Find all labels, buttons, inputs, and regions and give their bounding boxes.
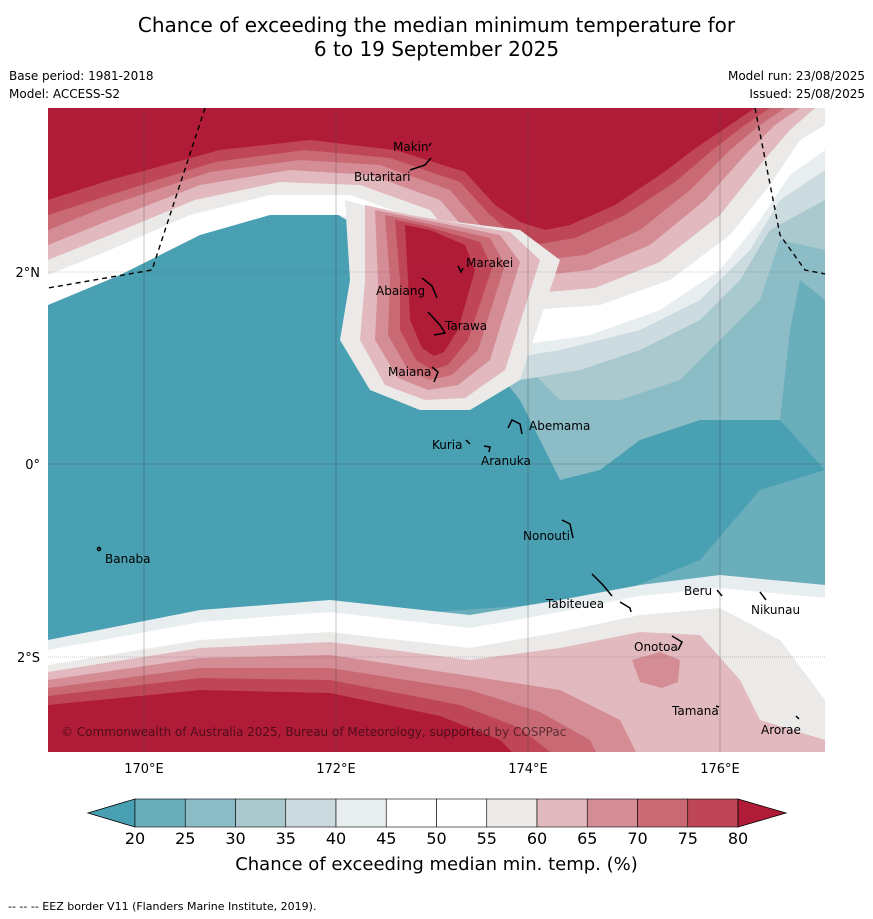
island-label-makin: Makin (393, 140, 429, 154)
lat-label-0: 0° (25, 458, 40, 473)
colorbar-swatch-40-45 (335, 798, 387, 828)
island-label-abaiang: Abaiang (376, 284, 425, 298)
colorbar-tick-label: 50 (426, 829, 446, 848)
base-period-text: Base period: 1981-2018 (9, 69, 154, 83)
colorbar-swatch-65-70 (586, 798, 638, 828)
colorbar-swatch-35-40 (285, 798, 337, 828)
band-65-70-onotoa (632, 652, 680, 688)
lon-label-174e: 174°E (508, 762, 548, 777)
island-label-banaba: Banaba (105, 552, 151, 566)
colorbar-tick-label: 60 (527, 829, 547, 848)
map-title-line-2: 6 to 19 September 2025 (313, 37, 560, 61)
lon-label-170e: 170°E (124, 762, 164, 777)
axis-labels: 2°N 0° 2°S 170°E 172°E 174°E 176°E (16, 266, 740, 777)
colorbar-swatch-20-25 (134, 798, 186, 828)
colorbar-tick-label: 35 (276, 829, 296, 848)
colorbar-swatch-70-75 (637, 798, 689, 828)
map-title-line-1: Chance of exceeding the median minimum t… (137, 13, 736, 37)
colorbar-tick-label: 30 (225, 829, 245, 848)
colorbar-tick-label: 40 (326, 829, 346, 848)
island-label-beru: Beru (684, 584, 712, 598)
island-label-tarawa: Tarawa (444, 319, 487, 333)
colorbar: 20 25 30 35 40 45 50 55 60 65 70 75 80 (86, 798, 788, 848)
island-label-maiana: Maiana (388, 365, 431, 379)
model-run-text: Model run: 23/08/2025 (727, 69, 865, 83)
island-label-butaritari: Butaritari (354, 170, 411, 184)
copyright-text: © Commonwealth of Australia 2025, Bureau… (61, 725, 566, 739)
lon-label-172e: 172°E (316, 762, 356, 777)
colorbar-swatch-60-65 (536, 798, 588, 828)
colorbar-swatch-50-55 (436, 798, 488, 828)
colorbar-extend-high (737, 798, 788, 828)
colorbar-swatch-25-30 (184, 798, 236, 828)
band-above-80-tongue (405, 225, 475, 356)
colorbar-title: Chance of exceeding median min. temp. (%… (235, 854, 638, 875)
island-label-onotoa: Onotoa (634, 640, 678, 654)
colorbar-tick-label: 70 (627, 829, 647, 848)
issued-text: Issued: 25/08/2025 (749, 87, 865, 101)
lat-label-2s: 2°S (17, 651, 40, 666)
colorbar-tick-label: 75 (678, 829, 698, 848)
island-outlines (96, 142, 800, 720)
band-above-80-south (48, 690, 512, 752)
contour-fields: Makin Butaritari Marakei Abaiang Tarawa … (48, 108, 825, 752)
colorbar-swatch-45-50 (385, 798, 437, 828)
lon-label-176e: 176°E (700, 762, 740, 777)
island-label-marakei: Marakei (466, 256, 513, 270)
colorbar-tick-label: 45 (376, 829, 396, 848)
model-text: Model: ACCESS-S2 (9, 87, 121, 101)
colorbar-tick-label: 25 (175, 829, 195, 848)
colorbar-swatch-30-35 (235, 798, 287, 828)
eez-border (48, 108, 825, 289)
colorbar-tick-label: 20 (125, 829, 145, 848)
island-label-tamana: Tamana (671, 704, 719, 718)
island-label-abemama: Abemama (529, 419, 590, 433)
band-above-80-north (48, 108, 755, 230)
island-label-arorae: Arorae (761, 723, 801, 737)
eez-footer-note: -- -- -- EEZ border V11 (Flanders Marine… (8, 900, 317, 913)
colorbar-tick-label: 80 (728, 829, 748, 848)
island-label-nikunau: Nikunau (751, 603, 800, 617)
island-label-nonouti: Nonouti (523, 529, 570, 543)
graticule (48, 108, 825, 752)
colorbar-tick-label: 65 (577, 829, 597, 848)
island-label-kuria: Kuria (432, 438, 463, 452)
lat-label-2n: 2°N (16, 266, 41, 281)
colorbar-swatch-55-60 (486, 798, 538, 828)
island-label-tabiteuea: Tabiteuea (545, 597, 604, 611)
colorbar-tick-label: 55 (477, 829, 497, 848)
island-labels: Makin Butaritari Marakei Abaiang Tarawa … (105, 140, 801, 737)
colorbar-extend-low (86, 798, 136, 828)
colorbar-swatch-75-80 (687, 798, 739, 828)
island-label-aranuka: Aranuka (481, 454, 531, 468)
